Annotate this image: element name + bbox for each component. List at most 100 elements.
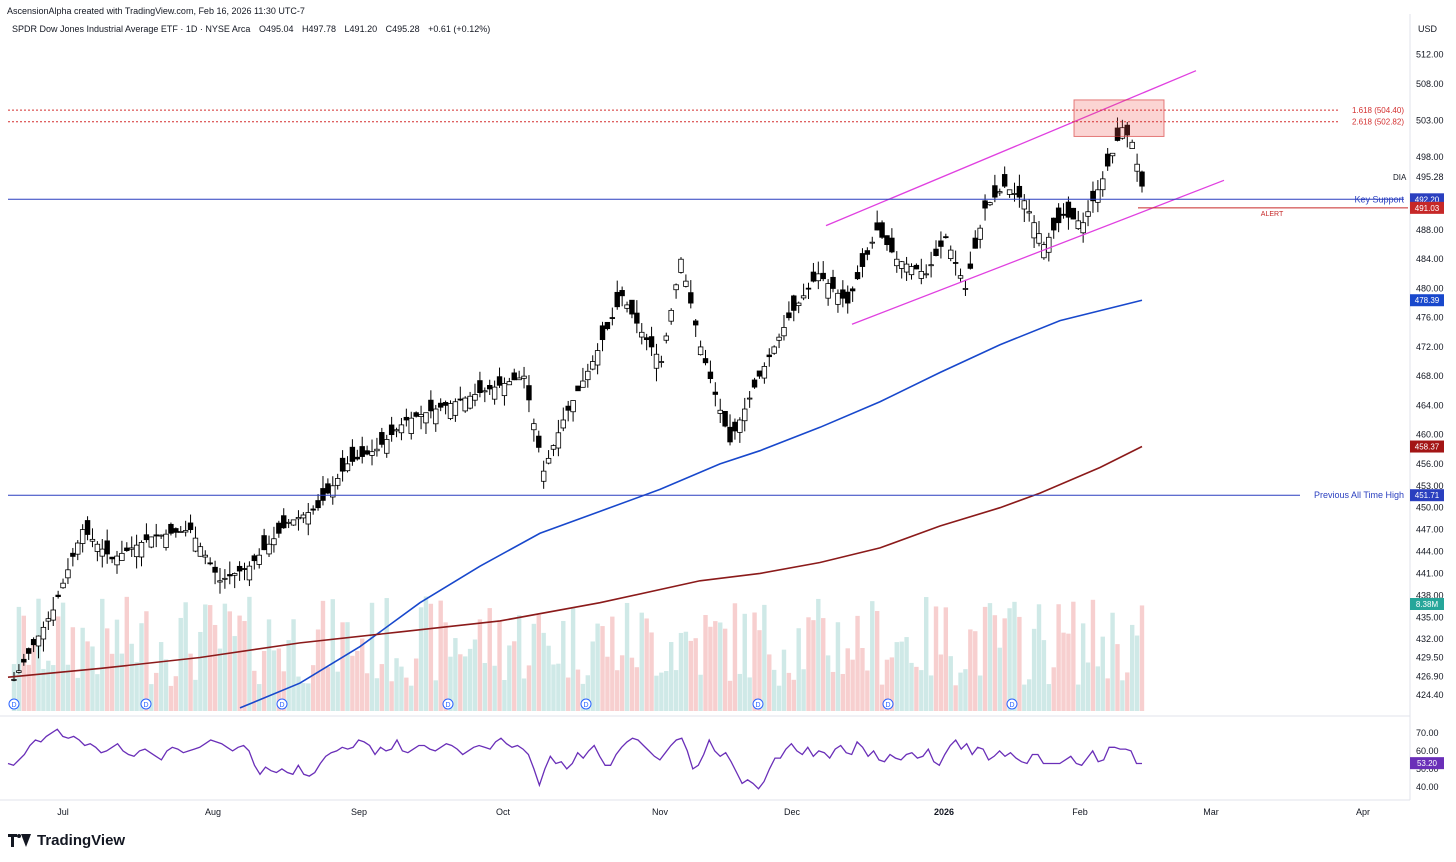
candle [1134, 163, 1140, 172]
candle [702, 358, 709, 364]
volume-bar [855, 615, 860, 711]
candle [1016, 185, 1023, 198]
symbol-tag: DIA [1393, 173, 1407, 182]
candle [94, 543, 101, 552]
volume-bar [257, 684, 262, 711]
dividend-marker-label: D [583, 702, 588, 709]
candle [26, 648, 32, 654]
volume-bar [516, 615, 522, 711]
volume-bar [556, 663, 561, 711]
candle [658, 361, 665, 363]
candle [938, 240, 944, 247]
candle [276, 522, 282, 534]
price-tick-label: 495.28 [1416, 172, 1444, 182]
volume-bar [703, 615, 708, 711]
volume-bar [757, 630, 762, 711]
candle [202, 554, 208, 558]
dividend-marker-label: D [885, 702, 890, 709]
candle [1046, 236, 1052, 253]
candle [683, 280, 689, 287]
volume-bar [997, 647, 1002, 711]
candle [114, 555, 120, 566]
candle [462, 397, 468, 412]
price-badge-label: 451.71 [1415, 491, 1440, 500]
volume-bar [296, 676, 301, 711]
fib-level-label: 2.618 (502.82) [1352, 118, 1404, 127]
sma-slow-line [7, 445, 1143, 679]
volume-bar [1007, 608, 1012, 711]
candle [1001, 174, 1008, 187]
volume-bar [1061, 632, 1066, 711]
candle [992, 185, 998, 198]
candle [261, 535, 267, 551]
volume-bar [360, 638, 365, 711]
candle [840, 289, 846, 299]
volume-bar [477, 619, 483, 711]
candle [222, 577, 228, 580]
candle [251, 555, 258, 562]
candle [65, 569, 71, 579]
candle [168, 523, 174, 534]
volume-bar [521, 678, 527, 711]
candle [55, 594, 61, 598]
tradingview-brand[interactable]: TradingView [8, 832, 125, 849]
resistance-zone-box [1073, 99, 1165, 137]
volume-bar [987, 603, 993, 711]
symbol-legend[interactable]: SPDR Dow Jones Industrial Average ETF · … [12, 24, 496, 34]
volume-bar [41, 668, 46, 711]
volume-bar [948, 656, 953, 711]
candle [933, 248, 939, 256]
dividend-marker-icon [580, 698, 592, 710]
candle [766, 354, 772, 358]
candle [688, 292, 694, 304]
volume-bar [683, 631, 689, 711]
candle [962, 288, 969, 290]
candle [594, 350, 601, 366]
volume-bar [698, 674, 703, 711]
candle [231, 573, 238, 576]
volume-bar [1125, 672, 1130, 711]
volume-bar [610, 616, 615, 711]
dividend-marker-icon [752, 698, 764, 710]
candle [457, 398, 463, 401]
volume-bar [114, 619, 120, 711]
candle [241, 568, 248, 570]
candle [192, 537, 199, 552]
candle [133, 544, 140, 558]
volume-bar [428, 603, 434, 711]
volume-bar [453, 638, 458, 711]
candle [1051, 217, 1057, 231]
volume-bar [840, 673, 846, 711]
price-tick-label: 456.00 [1416, 459, 1444, 469]
volume-bar [443, 622, 448, 711]
candle [158, 534, 164, 537]
candle [810, 271, 817, 282]
volume-bar [129, 643, 134, 711]
volume-bar [325, 667, 331, 711]
volume-bar [914, 666, 919, 711]
volume-bar [899, 641, 904, 711]
volume-bar [619, 655, 625, 711]
ohlc-high: H497.78 [302, 24, 337, 34]
volume-bar [1031, 628, 1037, 711]
volume-bar [369, 602, 375, 711]
dividend-marker-label: D [143, 702, 148, 709]
candle [320, 488, 326, 501]
dividend-marker-icon [882, 698, 894, 710]
volume-bar [718, 622, 723, 711]
volume-bar [252, 670, 257, 711]
candle [540, 470, 547, 482]
candle [482, 390, 488, 393]
candle [364, 450, 370, 455]
volume-bar [335, 671, 340, 711]
volume-bar [198, 631, 203, 711]
volume-bar [811, 620, 816, 711]
volume-bar [301, 683, 306, 711]
volume-bar [1041, 640, 1047, 711]
price-tick-label: 476.00 [1416, 313, 1444, 323]
volume-bar [1002, 618, 1007, 711]
candle [943, 236, 949, 239]
volume-bar [271, 650, 277, 711]
candle [673, 284, 679, 291]
